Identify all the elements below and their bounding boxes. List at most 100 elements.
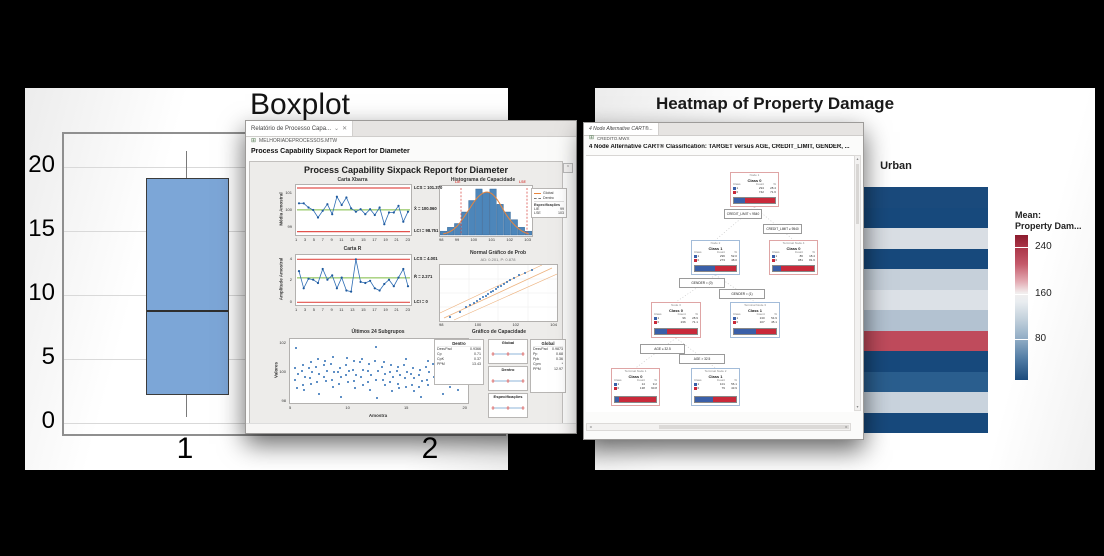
scatter-dot — [352, 380, 355, 382]
tree-table-cell-count: 138 — [639, 386, 645, 390]
class1-swatch — [733, 317, 736, 320]
boxplot-box — [146, 178, 229, 395]
scroll-right-icon[interactable]: ▸ — [845, 424, 848, 429]
tree-table-cell-class: 0 — [733, 191, 751, 195]
axis-tick-label: 23 — [405, 237, 410, 242]
horizontal-scrollbar[interactable]: ◂ ▸ — [586, 423, 851, 431]
collapse-button[interactable]: ⌃ — [563, 163, 573, 173]
scatter-dot — [354, 374, 357, 377]
capability-interval: Global — [488, 339, 528, 364]
table-cell-value: 0.36 — [556, 357, 563, 361]
tree-table-header-row: Class Count% — [654, 313, 698, 317]
vertical-scrollbar[interactable]: ▴ ▾ — [854, 155, 861, 411]
tree-table-cell-class: 1 — [772, 255, 790, 259]
scatter-dot — [420, 395, 422, 398]
tree-table-cell-class: 1 — [694, 383, 712, 387]
xbar-y-tick: 101 — [285, 190, 292, 196]
tree-table-row: 0 138 90.8 — [614, 387, 657, 391]
axis-tick-label: 13 — [350, 307, 355, 312]
interval-label: Dentro — [501, 367, 515, 372]
xbar-ucl-label: LCS = 101.370 — [414, 184, 443, 190]
axis-tick-label: 103 — [524, 237, 531, 242]
tree-node-header: Terminal Node 3 — [744, 303, 766, 307]
chevron-down-icon[interactable]: ⌄ — [334, 126, 340, 132]
close-icon[interactable]: ✕ — [342, 126, 348, 132]
scatter-dot — [323, 375, 326, 378]
class1-bar-segment — [773, 266, 782, 271]
tree-node-class: Class 0 — [747, 177, 762, 183]
scatter-dot — [388, 371, 391, 374]
histogram-title: Histograma de Capacidade — [450, 177, 516, 183]
horizontal-scroll-thumb[interactable] — [659, 425, 849, 429]
scatter-dot — [316, 358, 319, 361]
class-label: 0 — [697, 386, 700, 390]
scatter-dot — [390, 364, 392, 367]
scatter-dot — [359, 375, 362, 378]
rchart-y-tick: 4 — [289, 255, 292, 261]
scatter-dot — [382, 361, 385, 364]
last24-x-ticks: 5 10 15 20 — [289, 405, 467, 410]
tree-node-class-bar — [614, 396, 657, 403]
tree-table-cell-pct: 81.6 — [809, 258, 815, 262]
tree-table-cell-pct: 71.6 — [770, 190, 776, 194]
class1-swatch — [694, 255, 697, 258]
tree-node-class-bar — [733, 328, 777, 335]
tree-table-row: 1 96 28.9 — [654, 317, 698, 321]
tree-table-header-cell: Count — [716, 379, 725, 382]
boxplot-median-line — [147, 310, 228, 312]
xbar-y-tick: 100 — [285, 207, 292, 212]
tree-table-row: 0 742 71.6 — [733, 191, 776, 195]
table-row: Cp 0.71 — [437, 352, 481, 357]
scatter-dot — [330, 362, 332, 365]
sixpack-graph-area: Process Capability Sixpack Report for Di… — [249, 161, 567, 425]
tree-table-cell-pct: 9.2 — [652, 382, 657, 386]
class-label: 1 — [697, 254, 700, 258]
scatter-dot — [383, 384, 386, 387]
scroll-left-icon[interactable]: ◂ — [589, 424, 592, 429]
scatter-dot — [338, 382, 340, 385]
class1-bar-segment — [655, 329, 667, 334]
scatter-dot — [410, 372, 413, 375]
sixpack-tab[interactable]: Relatório de Processo Capa... ⌄ ✕ — [246, 121, 354, 136]
last24-scatter-plot — [289, 338, 469, 404]
scatter-dot — [403, 377, 406, 380]
cart-window: 4 Node Alternative CART®... ⊞ CREDITO.MW… — [583, 122, 864, 440]
tree-table-cell-pct: 71.1 — [692, 320, 698, 324]
scatter-dot — [360, 358, 363, 361]
class1-swatch — [733, 187, 736, 190]
last24-x-axis-label: Amostra — [368, 413, 388, 418]
scatter-dot — [384, 372, 387, 375]
boxplot-x-tick-2: 2 — [421, 432, 439, 465]
table-cell-value: 13.43 — [472, 362, 481, 366]
tree-table-row: 1 294 28.4 — [733, 187, 776, 191]
scroll-down-icon[interactable]: ▾ — [856, 404, 859, 409]
interval-graphic — [491, 379, 525, 383]
tree-table-header-cell: % — [734, 251, 737, 254]
vertical-scroll-thumb[interactable] — [856, 164, 859, 224]
tree-node-class-bar — [772, 265, 815, 272]
tree-node-table: Class Count% 1 86 18.4 0 381 81.6 — [772, 251, 815, 262]
tree-table-row: 0 236 71.1 — [654, 321, 698, 325]
tree-table-cell-count: 86 — [799, 254, 803, 258]
sixpack-tab-label: Relatório de Processo Capa... — [251, 125, 332, 132]
scatter-dot — [300, 369, 303, 372]
scatter-dot — [396, 382, 399, 385]
class-label: 0 — [657, 320, 660, 324]
tree-table-row: 1 86 18.4 — [772, 255, 815, 259]
axis-tick-label: 11 — [339, 237, 344, 242]
spec-value: 103 — [558, 211, 564, 215]
probplot-subtitle: AD: 0.201, P: 0.878 — [480, 257, 516, 262]
tree-table-header-row: Class Count% — [733, 183, 776, 187]
table-cell-label: DesvPad — [437, 347, 452, 351]
xbar-chart — [295, 184, 412, 236]
tree-table-header-cell: Count — [794, 251, 803, 254]
scatter-dot — [345, 374, 348, 377]
tree-table-header-cell: Class — [733, 313, 741, 316]
cart-tab[interactable]: 4 Node Alternative CART®... — [584, 123, 659, 135]
class1-swatch — [654, 317, 657, 320]
scroll-up-icon[interactable]: ▴ — [856, 156, 859, 161]
tree-table-header-cell: Count — [677, 313, 686, 316]
tree-table-row: 1 130 54.9 — [733, 317, 777, 321]
class0-swatch — [733, 321, 736, 324]
